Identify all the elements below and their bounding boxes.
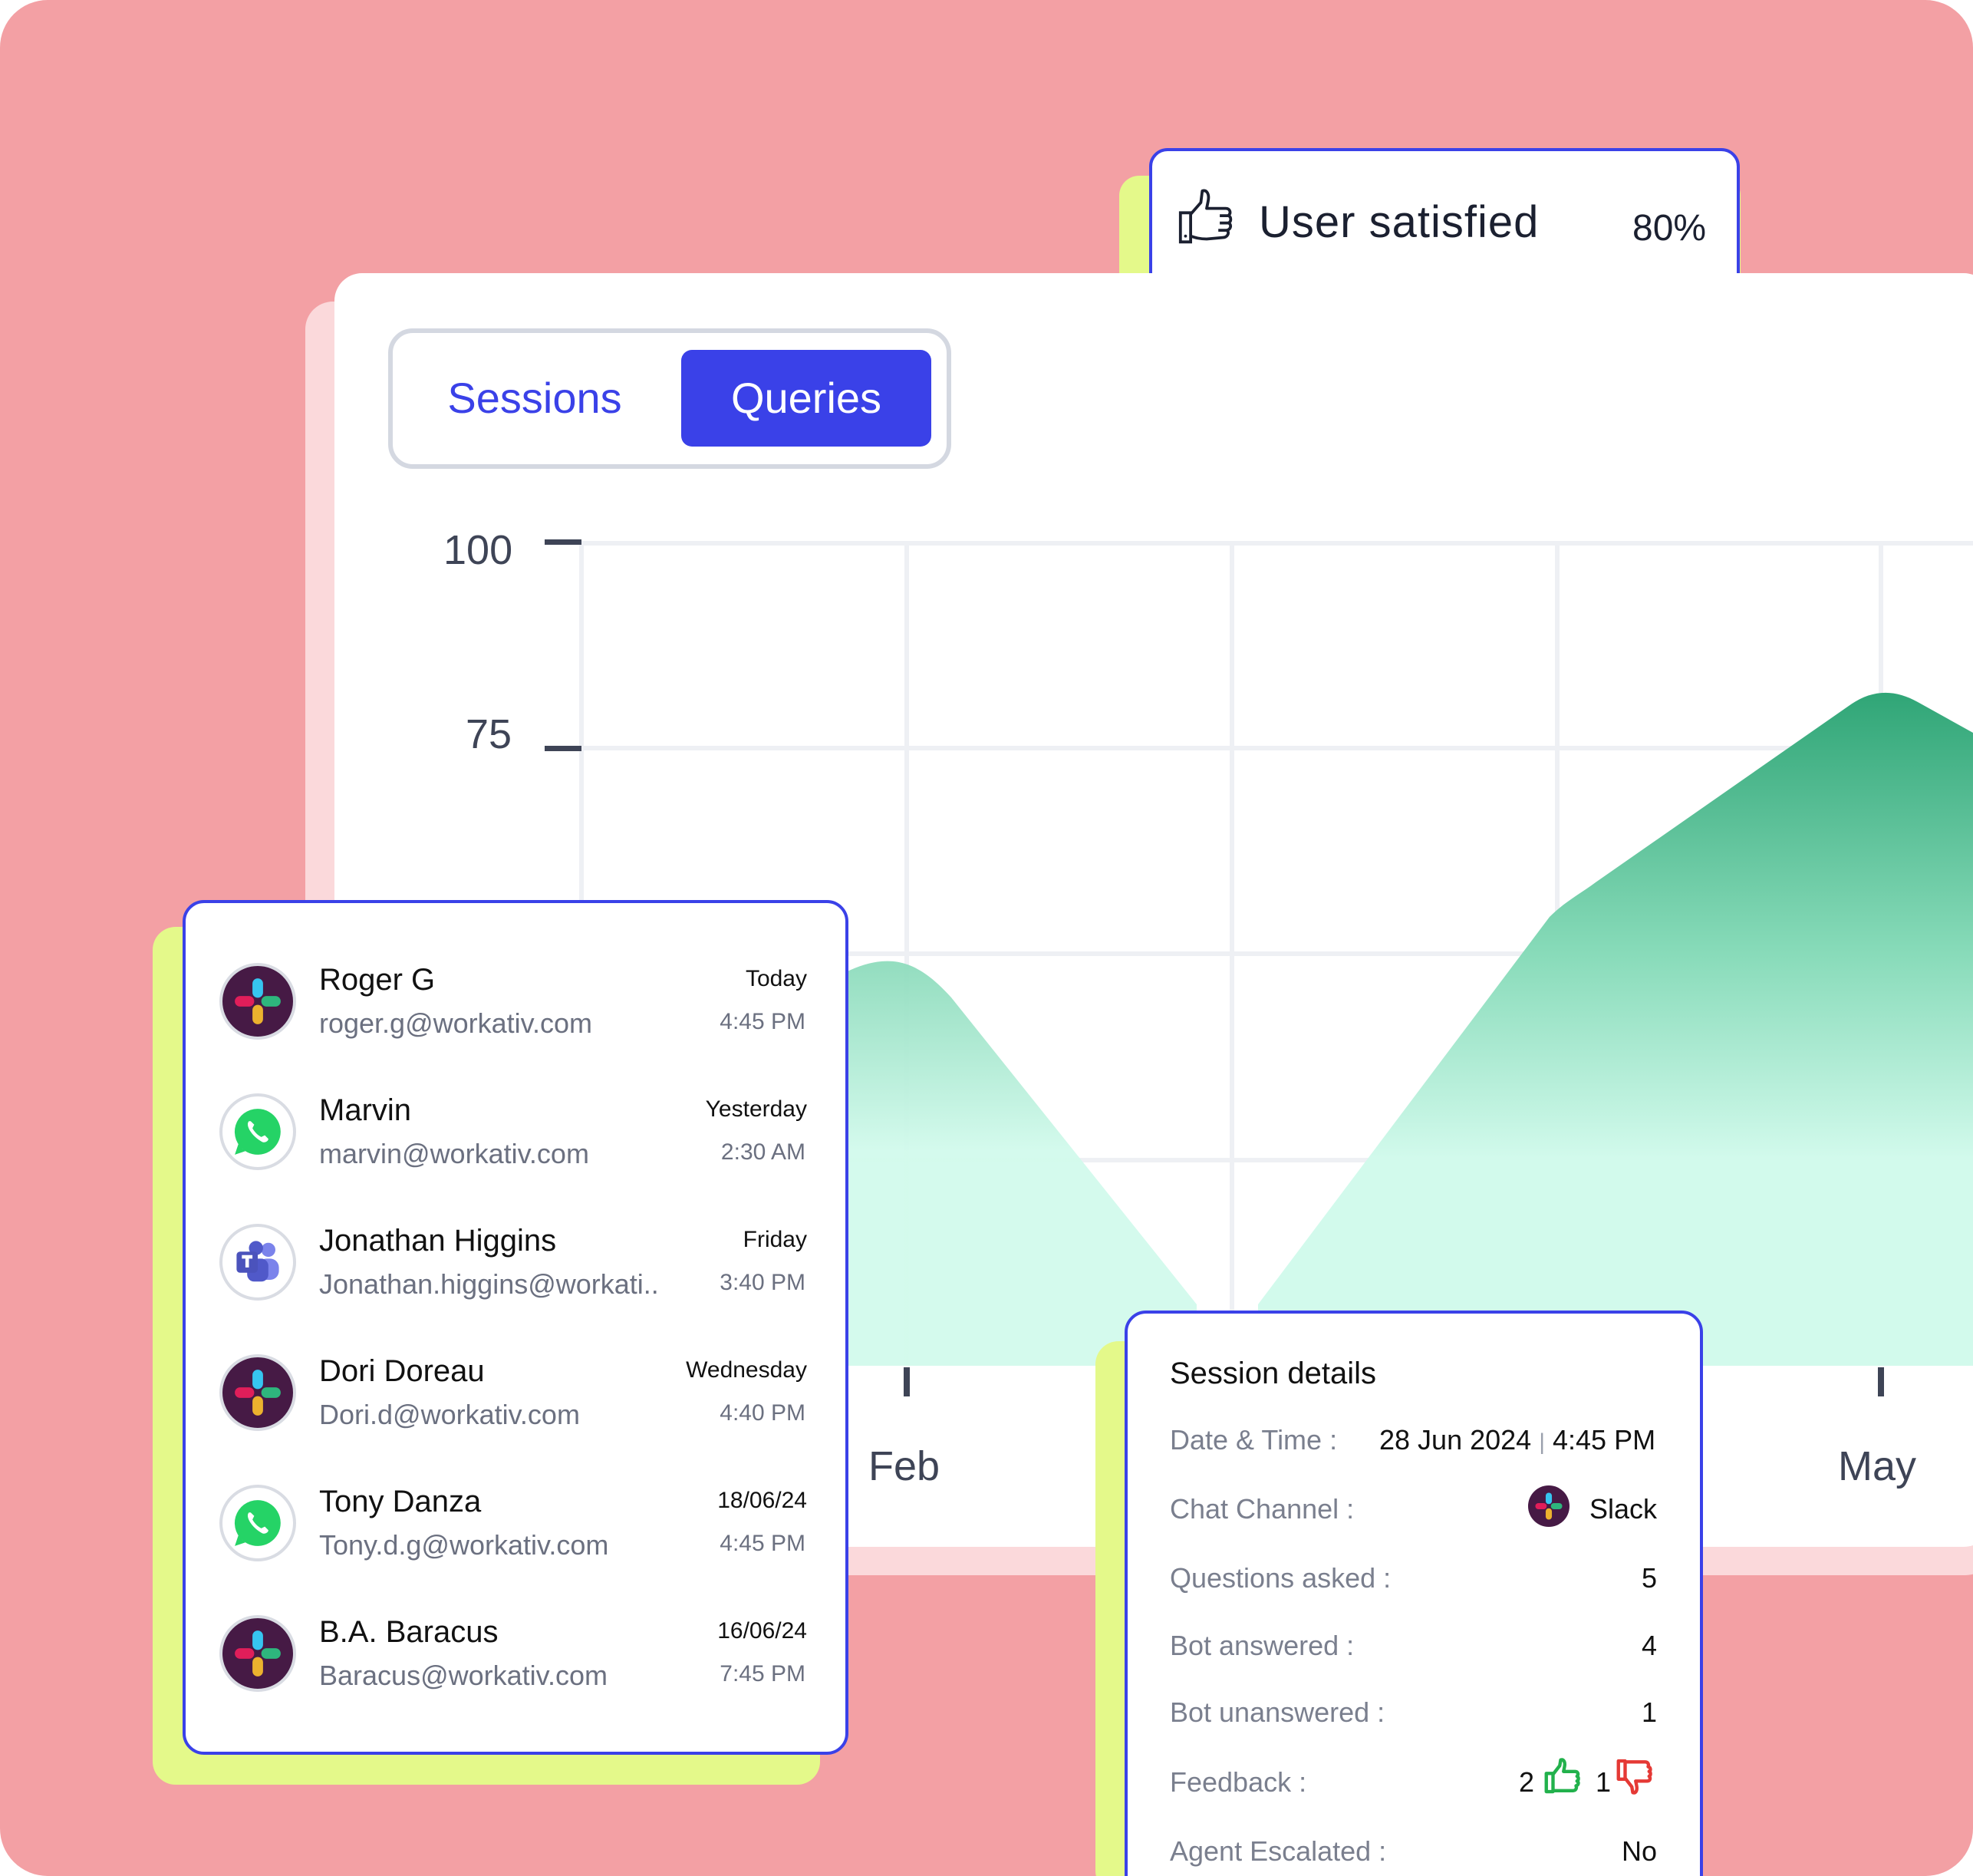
contact-name: Tony Danza: [319, 1485, 482, 1518]
tab-sessions[interactable]: Sessions: [410, 350, 660, 447]
contact-day: Wednesday: [686, 1357, 807, 1383]
contact-day: 18/06/24: [717, 1488, 807, 1513]
list-item[interactable]: Roger G roger.g@workativ.com Today 4:45 …: [186, 963, 845, 1093]
contact-email: roger.g@workativ.com: [319, 1007, 592, 1039]
satisfaction-label: User satisfied: [1259, 197, 1540, 247]
feedback-label: Feedback :: [1170, 1766, 1307, 1798]
contact-time: 4:45 PM: [720, 1009, 805, 1034]
list-item[interactable]: Jonathan Higgins Jonathan.higgins@workat…: [186, 1224, 845, 1354]
y-tick-label-75: 75: [466, 711, 512, 757]
chart-tab-switcher: Sessions Queries: [388, 328, 951, 469]
feedback-up-count: 2: [1519, 1766, 1535, 1798]
whatsapp-icon: [219, 1093, 296, 1170]
thumbs-up-green-icon: [1544, 1758, 1580, 1794]
session-details-title: Session details: [1170, 1357, 1377, 1390]
chat-channel-label: Chat Channel :: [1170, 1493, 1355, 1525]
questions-asked-label: Questions asked :: [1170, 1562, 1392, 1594]
area-series-right: [1258, 692, 1973, 1366]
x-tick-label-may: May: [1838, 1443, 1917, 1489]
contact-email: Tony.d.g@workativ.com: [319, 1529, 609, 1561]
feedback-down-count: 1: [1596, 1766, 1612, 1798]
contact-email: Baracus@workativ.com: [319, 1660, 608, 1691]
contact-day: Friday: [743, 1227, 807, 1252]
conversation-list: Roger G roger.g@workativ.com Today 4:45 …: [183, 900, 848, 1755]
contact-name: Marvin: [319, 1093, 412, 1127]
contact-time: 4:40 PM: [720, 1400, 805, 1426]
list-item[interactable]: Tony Danza Tony.d.g@workativ.com 18/06/2…: [186, 1485, 845, 1615]
teams-icon: [219, 1224, 296, 1301]
contact-time: 2:30 AM: [720, 1139, 805, 1165]
y-tick-label-100: 100: [443, 527, 513, 573]
session-details-card: [1125, 1311, 1703, 1876]
bot-answered-label: Bot answered :: [1170, 1630, 1355, 1661]
thumbs-down-red-icon: [1616, 1759, 1652, 1795]
list-item[interactable]: Dori Doreau Dori.d@workativ.com Wednesda…: [186, 1354, 845, 1485]
y-axis-ticks: [545, 539, 581, 751]
contact-name: Roger G: [319, 963, 436, 997]
chat-channel-value: Slack: [1589, 1493, 1657, 1525]
agent-escalated-label: Agent Escalated :: [1170, 1835, 1387, 1867]
date-separator: |: [1539, 1429, 1545, 1455]
contact-name: B.A. Baracus: [319, 1615, 499, 1649]
contact-email: Jonathan.higgins@workati..: [319, 1268, 659, 1300]
date-value: 28 Jun 2024: [1379, 1424, 1532, 1456]
date-time-value: 28 Jun 2024 | 4:45 PM: [1379, 1424, 1655, 1456]
slack-icon: [219, 1354, 296, 1431]
x-tick-label-feb: Feb: [868, 1443, 940, 1489]
contact-name: Jonathan Higgins: [319, 1224, 557, 1258]
contact-email: marvin@workativ.com: [319, 1138, 589, 1169]
area-series-left: [767, 961, 1197, 1366]
contact-time: 3:40 PM: [720, 1270, 805, 1295]
contact-time: 7:45 PM: [720, 1661, 805, 1686]
agent-escalated-value: No: [1621, 1835, 1657, 1867]
list-item[interactable]: B.A. Baracus Baracus@workativ.com 16/06/…: [186, 1615, 845, 1746]
whatsapp-icon: [219, 1485, 296, 1561]
satisfaction-value: 80%: [1632, 208, 1707, 249]
slack-icon: [219, 963, 296, 1040]
thumbs-up-icon: [1178, 189, 1233, 244]
date-time-label: Date & Time :: [1170, 1424, 1338, 1456]
bot-unanswered-value: 1: [1641, 1696, 1657, 1728]
x-axis-ticks: [904, 1367, 1884, 1396]
slack-icon: [219, 1615, 296, 1692]
time-value: 4:45 PM: [1553, 1424, 1656, 1456]
contact-day: Today: [745, 966, 807, 991]
contact-name: Dori Doreau: [319, 1354, 485, 1388]
questions-asked-value: 5: [1641, 1562, 1657, 1594]
tab-queries[interactable]: Queries: [681, 350, 931, 447]
slack-icon: [1528, 1485, 1570, 1527]
contact-day: 16/06/24: [717, 1618, 807, 1644]
bot-answered-value: 4: [1641, 1630, 1657, 1661]
list-item[interactable]: Marvin marvin@workativ.com Yesterday 2:3…: [186, 1093, 845, 1224]
contact-email: Dori.d@workativ.com: [319, 1399, 580, 1430]
bot-unanswered-label: Bot unanswered :: [1170, 1696, 1385, 1728]
contact-time: 4:45 PM: [720, 1531, 805, 1556]
contact-day: Yesterday: [705, 1096, 807, 1122]
